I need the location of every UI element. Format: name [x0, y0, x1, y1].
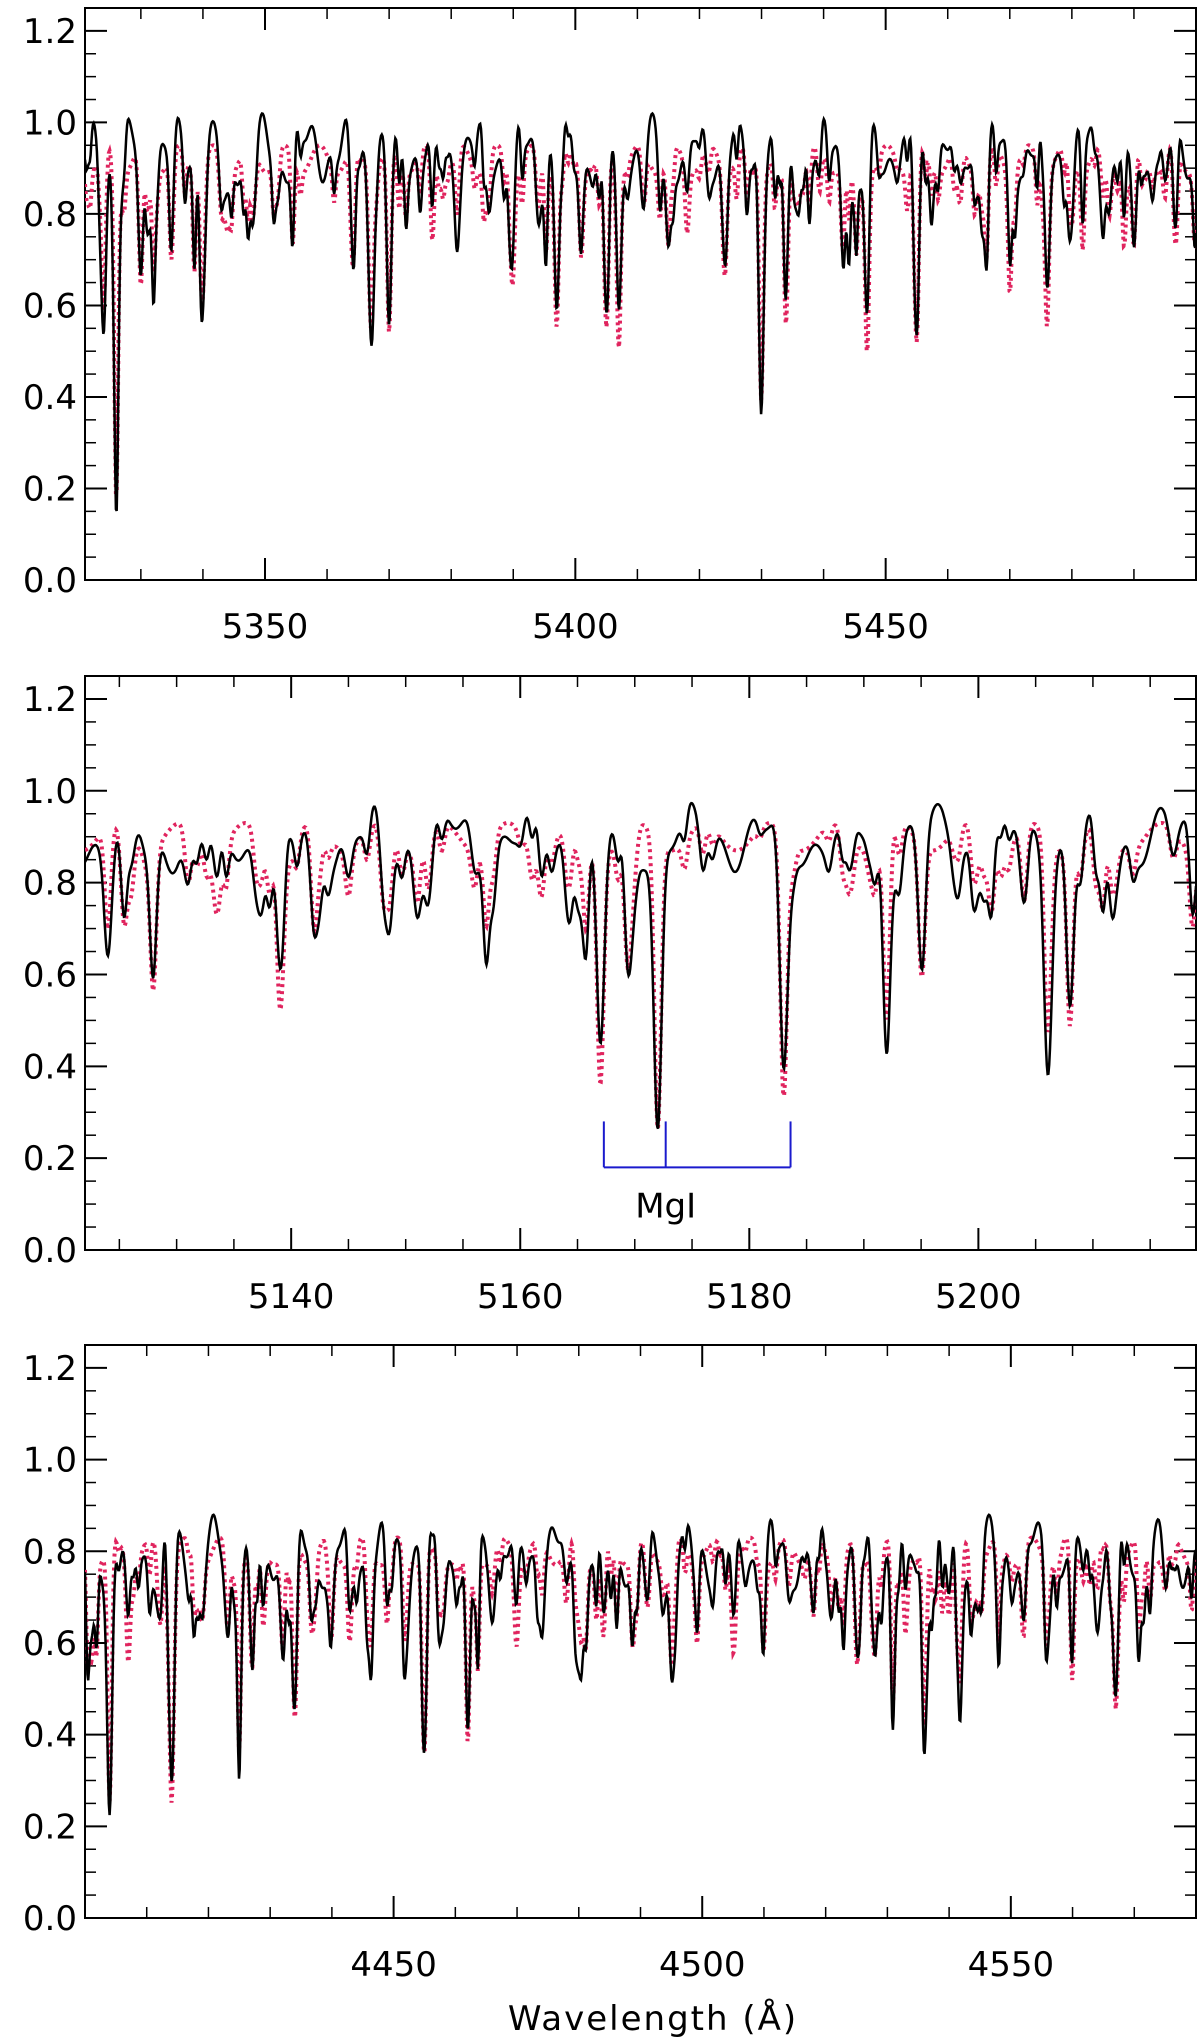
- model-spectrum-line: [85, 142, 1196, 495]
- x-tick-label: 5400: [532, 607, 619, 647]
- x-tick-label: 5160: [477, 1277, 564, 1317]
- plot-frame: [84, 675, 1197, 1251]
- y-tick-label: 0.0: [23, 1231, 77, 1271]
- y-tick-label: 1.2: [23, 680, 77, 720]
- x-tick-label: 5180: [706, 1277, 793, 1317]
- x-axis-title: Wavelength (Å): [508, 1998, 798, 2039]
- observed-spectrum-line: [85, 801, 1196, 1130]
- y-tick-label: 0.4: [23, 1047, 77, 1087]
- plot-frame: [84, 7, 1197, 581]
- y-tick-label: 0.6: [23, 286, 77, 326]
- spectrum-panel-3: 0.0 0.2 0.4 0.6 0.8 1.0 1.2 4450 4500 4550: [23, 1344, 1197, 1985]
- y-tick-label: 0.6: [23, 1624, 77, 1664]
- y-tick-label: 0.0: [23, 561, 77, 601]
- x-tick-label: 5140: [248, 1277, 335, 1317]
- x-tick-label: 4550: [968, 1945, 1055, 1985]
- x-tick-label: 5200: [935, 1277, 1022, 1317]
- y-tick-label: 1.2: [23, 1349, 77, 1389]
- y-tick-label: 0.8: [23, 195, 77, 235]
- y-tick-label: 0.2: [23, 1139, 77, 1179]
- model-spectrum-line: [85, 1535, 1196, 1803]
- spectrum-panel-2: 0.0 0.2 0.4 0.6 0.8 1.0 1.2 5140 5160 5180 5200 MgI: [23, 675, 1197, 1317]
- y-tick-label: 0.0: [23, 1899, 77, 1939]
- y-tick-label: 0.2: [23, 469, 77, 509]
- observed-spectrum-line: [85, 111, 1196, 512]
- y-tick-label: 0.4: [23, 1716, 77, 1756]
- x-tick-label: 5350: [222, 607, 309, 647]
- spectrum-panel-1: 0.0 0.2 0.4 0.6 0.8 1.0 1.2 5350 5400 5450: [23, 7, 1197, 647]
- y-tick-label: 1.0: [23, 103, 77, 143]
- y-tick-label: 0.2: [23, 1807, 77, 1847]
- observed-spectrum-line: [85, 1513, 1196, 1816]
- y-tick-label: 1.0: [23, 772, 77, 812]
- mgi-annotation-label: MgI: [635, 1186, 696, 1226]
- y-tick-label: 0.4: [23, 378, 77, 418]
- x-tick-label: 5450: [842, 607, 929, 647]
- y-tick-label: 0.8: [23, 864, 77, 904]
- x-tick-label: 4500: [659, 1945, 746, 1985]
- y-tick-label: 0.6: [23, 955, 77, 995]
- y-tick-label: 1.0: [23, 1441, 77, 1481]
- x-tick-label: 4450: [350, 1945, 437, 1985]
- y-tick-label: 0.8: [23, 1532, 77, 1572]
- y-tick-label: 1.2: [23, 12, 77, 52]
